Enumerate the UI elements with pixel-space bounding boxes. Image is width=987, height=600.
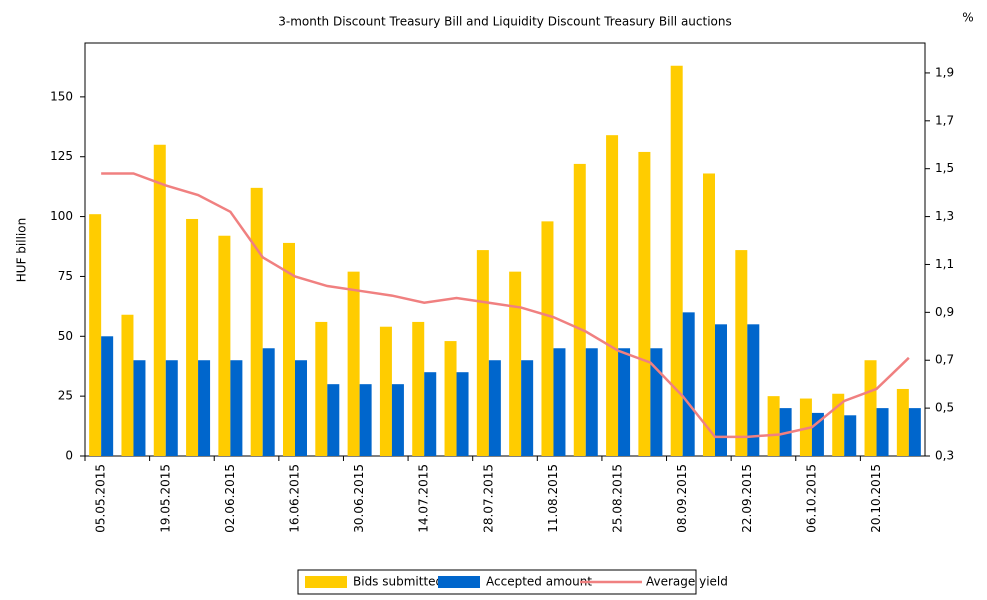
x-tick-label: 25.08.2015 <box>611 464 625 533</box>
x-tick-label: 22.09.2015 <box>740 464 754 533</box>
bar <box>283 242 295 456</box>
y2-tick-label: 0,3 <box>935 449 954 463</box>
bar <box>347 271 360 456</box>
x-tick-label: 05.05.2015 <box>94 464 108 533</box>
bar <box>444 341 457 456</box>
bar <box>153 144 166 457</box>
bar <box>767 396 780 456</box>
bar <box>682 312 695 456</box>
y2-tick-label: 1,5 <box>935 161 954 175</box>
y-tick-label: 50 <box>58 329 73 343</box>
bar <box>509 271 522 456</box>
bar <box>521 360 534 456</box>
bar <box>101 336 114 456</box>
y-tick-label: 150 <box>50 89 73 103</box>
y2-tick-label: 1,1 <box>935 257 954 271</box>
bar <box>896 388 909 456</box>
y-tick-label: 100 <box>50 209 73 223</box>
bar <box>618 348 631 456</box>
bar <box>488 360 501 456</box>
legend-swatch <box>438 576 480 588</box>
bar <box>456 372 469 456</box>
y2-tick-label: 0,7 <box>935 353 954 367</box>
bar <box>703 173 715 456</box>
bar <box>262 348 275 456</box>
bar <box>553 348 566 456</box>
x-tick-label: 08.09.2015 <box>675 464 689 533</box>
bar <box>799 398 812 456</box>
bar <box>89 214 102 456</box>
x-tick-label: 02.06.2015 <box>223 464 237 533</box>
y2-tick-label: 1,9 <box>935 65 954 79</box>
chart-title: 3-month Discount Treasury Bill and Liqui… <box>278 15 732 29</box>
y2-tick-label: 1,3 <box>935 209 954 223</box>
bar <box>133 360 146 456</box>
plot-frame <box>84 42 926 457</box>
y-tick-label: 75 <box>58 269 73 283</box>
bar <box>876 408 889 456</box>
bar <box>606 135 619 456</box>
bar <box>230 360 243 456</box>
bar <box>121 314 134 456</box>
x-tick-label: 11.08.2015 <box>546 464 560 533</box>
bar <box>585 348 598 456</box>
bar <box>715 324 727 456</box>
x-tick-label: 06.10.2015 <box>804 464 818 533</box>
legend-label: Bids submitted <box>353 575 443 589</box>
bar <box>638 151 651 457</box>
bar <box>165 360 178 456</box>
bar <box>476 250 489 456</box>
bar <box>186 218 199 456</box>
bar <box>650 348 663 456</box>
x-tick-label: 16.06.2015 <box>288 464 302 533</box>
bar <box>573 163 586 457</box>
bar <box>295 360 307 456</box>
bar <box>541 221 554 456</box>
bar <box>412 321 425 456</box>
bar <box>218 235 231 456</box>
y2-tick-label: 1,7 <box>935 113 954 127</box>
bar <box>424 372 437 456</box>
y2-axis-label: % <box>962 11 973 25</box>
bar <box>735 250 748 456</box>
legend-label: Average yield <box>646 575 728 589</box>
bar <box>747 324 760 456</box>
y-tick-label: 0 <box>65 449 73 463</box>
bar <box>391 384 404 456</box>
x-tick-label: 28.07.2015 <box>481 464 495 533</box>
legend-label: Accepted amount <box>486 575 592 589</box>
y2-tick-label: 0,5 <box>935 401 954 415</box>
bar <box>250 187 263 456</box>
y-tick-label: 25 <box>58 389 73 403</box>
bar <box>844 415 857 456</box>
line <box>101 172 910 439</box>
bar <box>359 384 372 456</box>
x-tick-label: 20.10.2015 <box>869 464 883 533</box>
bar <box>327 384 340 456</box>
x-tick-label: 19.05.2015 <box>158 464 172 533</box>
legend-box <box>297 569 697 595</box>
bar <box>908 408 921 456</box>
y-axis-label: HUF billion <box>15 218 29 282</box>
y-tick-label: 125 <box>50 149 73 163</box>
legend-swatch <box>305 576 347 588</box>
bar <box>198 360 211 456</box>
y2-tick-label: 0,9 <box>935 305 954 319</box>
bar <box>864 360 877 456</box>
bar <box>670 65 683 456</box>
bar <box>379 326 392 456</box>
bar <box>315 321 328 456</box>
x-tick-label: 30.06.2015 <box>352 464 366 533</box>
x-tick-label: 14.07.2015 <box>417 464 431 533</box>
